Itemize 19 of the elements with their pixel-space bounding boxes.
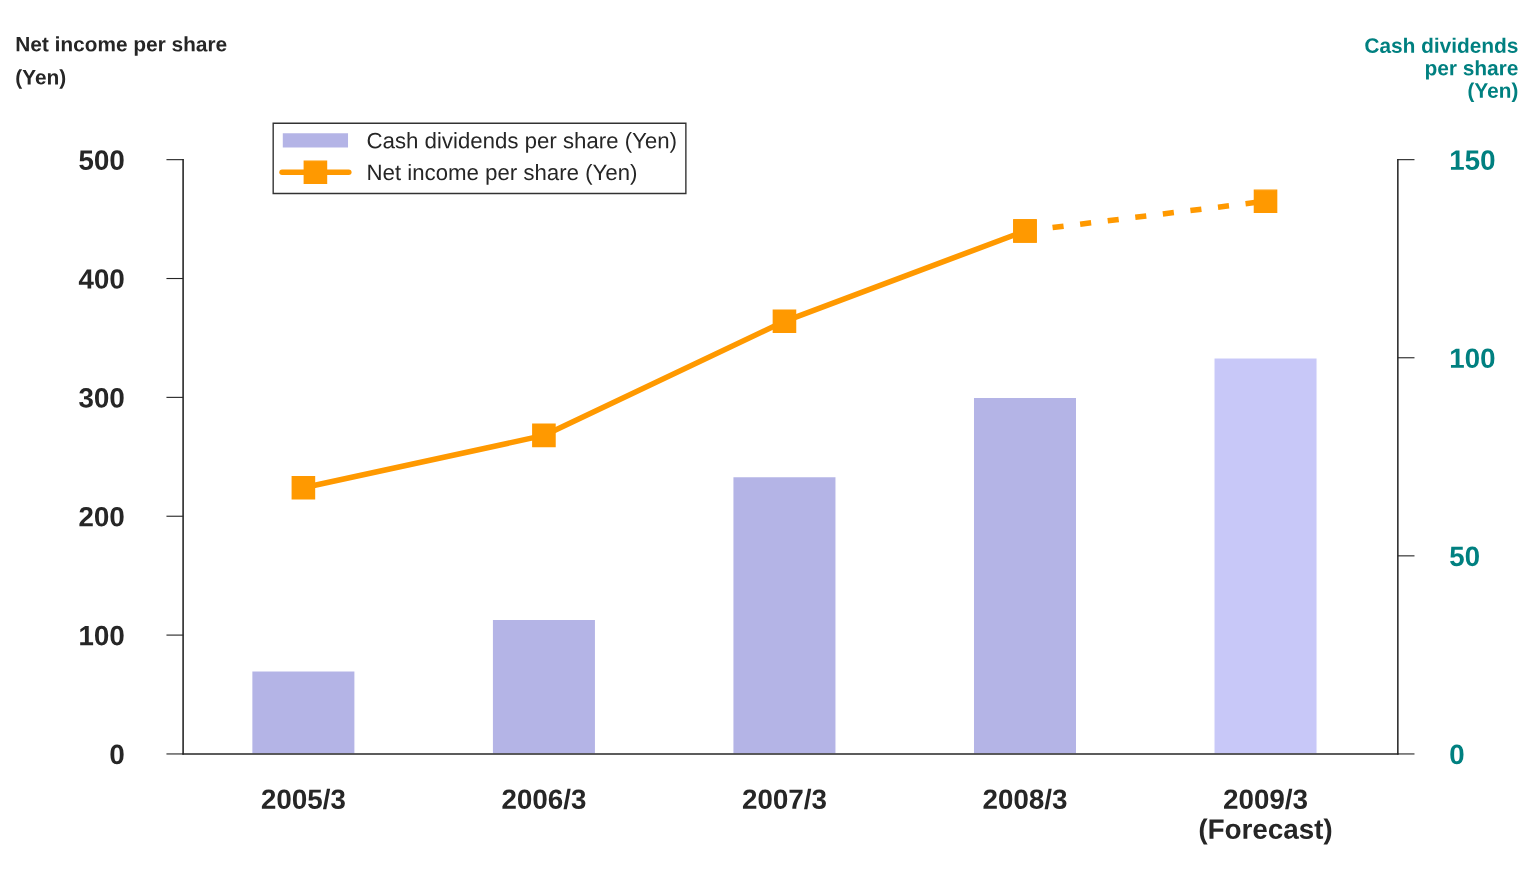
- x-tick-label: 2005/3: [261, 788, 345, 810]
- x-tick-label: 2006/3: [502, 788, 586, 810]
- y-tick-label: 400: [78, 269, 124, 289]
- y-tick-label: 100: [80, 625, 124, 646]
- y2-axis-title: Cash dividends per share (Yen): [1365, 37, 1518, 103]
- y-tick-label: 200: [79, 506, 124, 527]
- legend-label: Cash dividends per share (Yen): [367, 132, 676, 153]
- x-tick-label: 2007/3: [742, 788, 826, 810]
- y2-tick-label: 0: [1450, 744, 1464, 765]
- y-axis-title: Net income per share (Yen): [16, 36, 227, 89]
- legend-label: Net income per share (Yen): [368, 163, 637, 185]
- y2-tick-label: 100: [1450, 348, 1495, 369]
- x-tick-label: 2008/3: [983, 788, 1067, 810]
- y-tick-label: 0: [110, 744, 124, 765]
- y2-tick-label: 50: [1450, 546, 1479, 567]
- y2-tick-label: 150: [1450, 150, 1495, 170]
- y-tick-label: 300: [79, 388, 124, 408]
- x-tick-label: 2009/3 (Forecast): [1199, 788, 1332, 845]
- y-tick-label: 500: [79, 150, 124, 170]
